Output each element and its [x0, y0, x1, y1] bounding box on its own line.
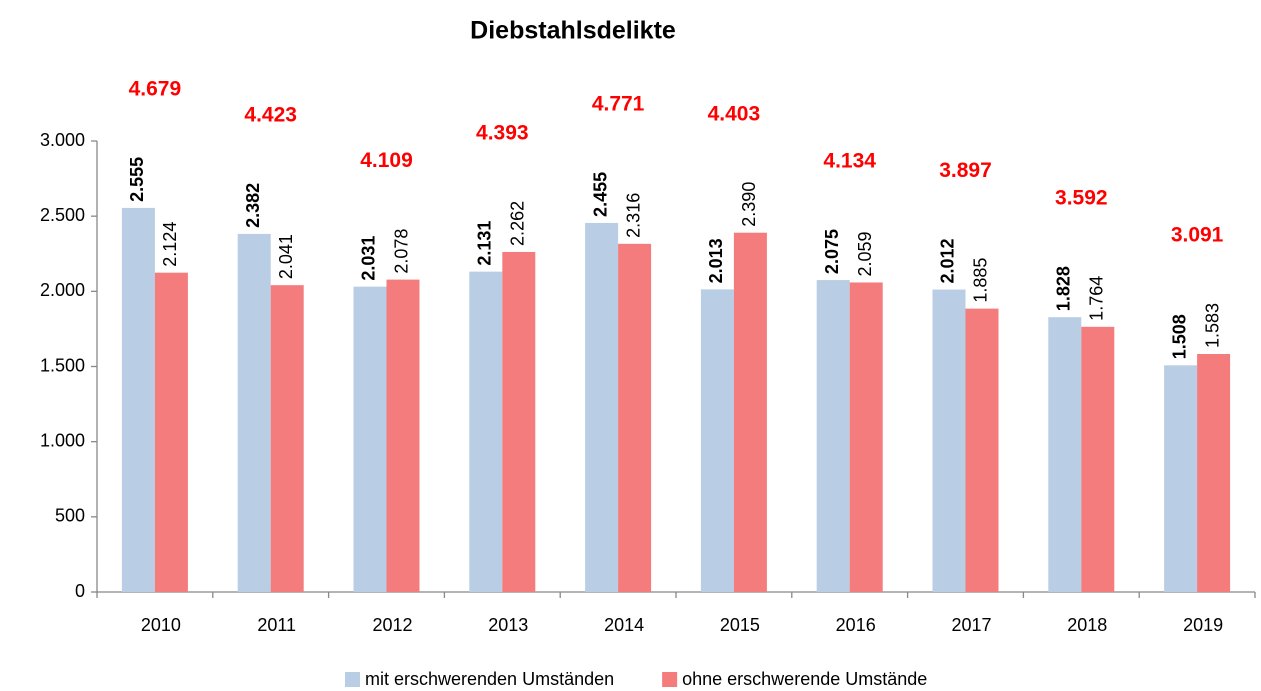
value-label: 2.455	[590, 172, 610, 217]
bar	[1164, 365, 1198, 592]
bar	[618, 243, 652, 592]
total-label: 4.771	[592, 92, 645, 115]
total-label: 4.134	[823, 150, 876, 173]
value-label: 2.382	[243, 183, 263, 228]
value-label: 2.059	[855, 231, 875, 276]
value-label: 2.013	[706, 238, 726, 283]
value-label: 1.583	[1202, 303, 1222, 348]
value-label: 1.828	[1054, 266, 1074, 311]
y-tick-label: 3.000	[40, 130, 85, 150]
legend-label: ohne erschwerende Umstände	[682, 669, 927, 689]
value-label: 2.012	[938, 238, 958, 283]
bar	[237, 233, 271, 592]
value-label: 2.031	[359, 236, 379, 281]
bar	[585, 222, 619, 592]
value-label: 2.316	[623, 193, 643, 238]
legend-swatch	[345, 672, 360, 687]
bar	[1048, 317, 1082, 592]
x-tick-label: 2012	[372, 615, 412, 635]
bar	[816, 280, 850, 592]
value-label: 2.078	[392, 229, 412, 274]
value-label: 2.131	[475, 221, 495, 266]
x-tick-label: 2010	[141, 615, 181, 635]
legend-label: mit erschwerenden Umständen	[365, 669, 614, 689]
bar	[121, 207, 155, 593]
bar	[154, 272, 188, 592]
total-label: 4.393	[476, 121, 529, 144]
total-label: 3.897	[939, 159, 992, 182]
x-tick-label: 2011	[257, 615, 296, 635]
y-tick-label: 2.500	[40, 205, 85, 225]
value-label: 1.764	[1087, 276, 1107, 321]
total-label: 4.403	[708, 102, 761, 125]
value-label: 2.262	[508, 201, 528, 246]
value-label: 2.555	[127, 157, 147, 202]
bar	[386, 279, 420, 592]
total-label: 4.423	[244, 103, 297, 126]
x-tick-label: 2018	[1067, 615, 1107, 635]
total-label: 4.679	[129, 77, 182, 100]
total-label: 3.592	[1055, 187, 1108, 210]
bar	[965, 308, 999, 592]
bar	[932, 289, 966, 592]
x-tick-label: 2014	[604, 615, 644, 635]
bar	[469, 271, 503, 592]
y-tick-label: 500	[55, 506, 85, 526]
value-label: 1.885	[971, 258, 991, 303]
legend-swatch	[662, 672, 678, 687]
bar	[1197, 354, 1231, 592]
value-label: 1.508	[1169, 314, 1189, 359]
value-label: 2.041	[276, 234, 296, 279]
total-label: 3.091	[1171, 224, 1224, 247]
y-tick-label: 1.000	[40, 430, 85, 450]
bar	[700, 289, 734, 592]
bar	[1081, 326, 1115, 592]
total-label: 4.109	[360, 149, 413, 172]
x-tick-label: 2016	[836, 615, 876, 635]
value-label: 2.075	[822, 229, 842, 274]
y-tick-label: 2.000	[40, 280, 85, 300]
y-tick-label: 1.500	[40, 355, 85, 375]
x-tick-label: 2015	[720, 615, 760, 635]
bar	[502, 251, 536, 593]
x-tick-label: 2019	[1183, 615, 1223, 635]
bar	[270, 285, 304, 592]
bar	[849, 282, 883, 592]
x-tick-label: 2017	[951, 615, 991, 635]
bar	[733, 232, 767, 592]
y-tick-label: 0	[75, 581, 85, 601]
value-label: 2.124	[160, 222, 180, 267]
bar	[353, 286, 387, 592]
x-tick-label: 2013	[488, 615, 528, 635]
chart-title: Diebstahlsdelikte	[470, 17, 676, 45]
value-label: 2.390	[739, 182, 759, 227]
